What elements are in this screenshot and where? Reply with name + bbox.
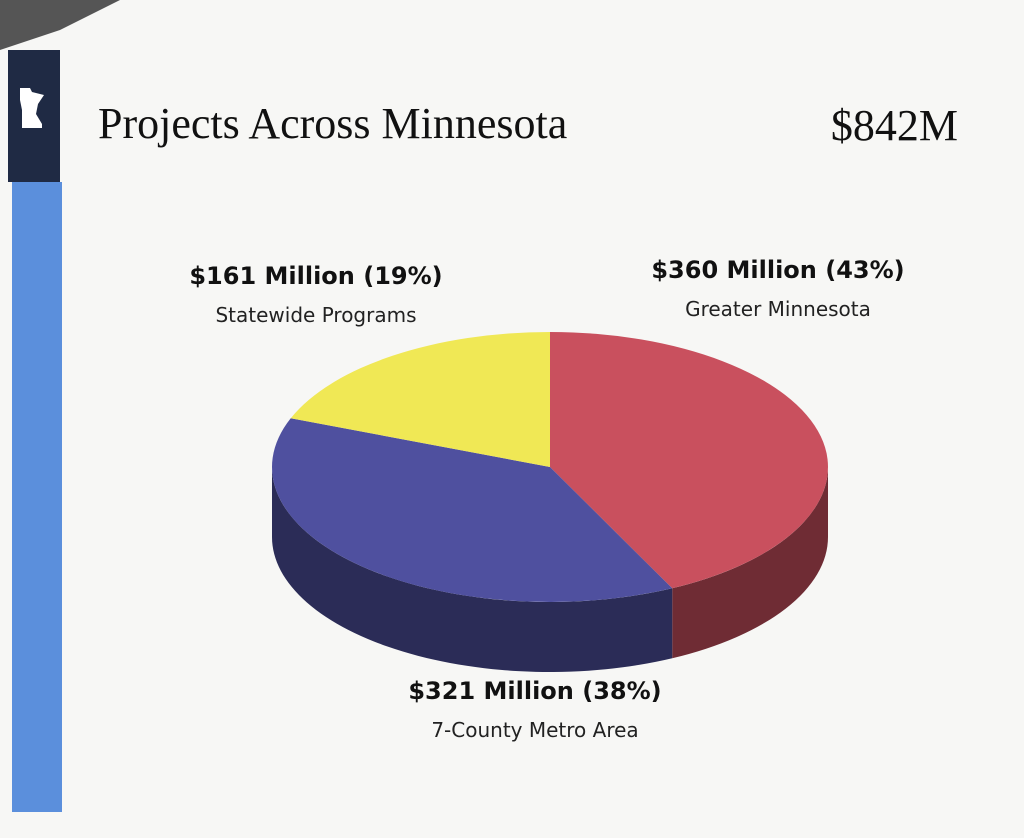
slice-side xyxy=(672,467,828,659)
total: $842M xyxy=(831,101,958,150)
category-label: Statewide Programs xyxy=(215,303,416,327)
slice xyxy=(290,332,550,467)
category-label: Greater Minnesota xyxy=(685,297,871,321)
state-icon xyxy=(20,88,44,128)
slice-side xyxy=(272,467,673,672)
value-label: $360 Million (43%) xyxy=(651,256,904,284)
value-label: $321 Million (38%) xyxy=(408,677,661,705)
labels: $360 Million (43%) Greater Minnesota $321 … xyxy=(189,256,904,742)
sidebar xyxy=(12,182,62,812)
category-label: 7-County Metro Area xyxy=(431,718,638,742)
pie xyxy=(271,332,828,672)
value-label: $161 Million (19%) xyxy=(189,262,442,290)
title: Projects Across Minnesota xyxy=(98,99,567,148)
photo-edge xyxy=(0,0,120,50)
slice xyxy=(550,332,828,589)
slice xyxy=(271,418,673,602)
